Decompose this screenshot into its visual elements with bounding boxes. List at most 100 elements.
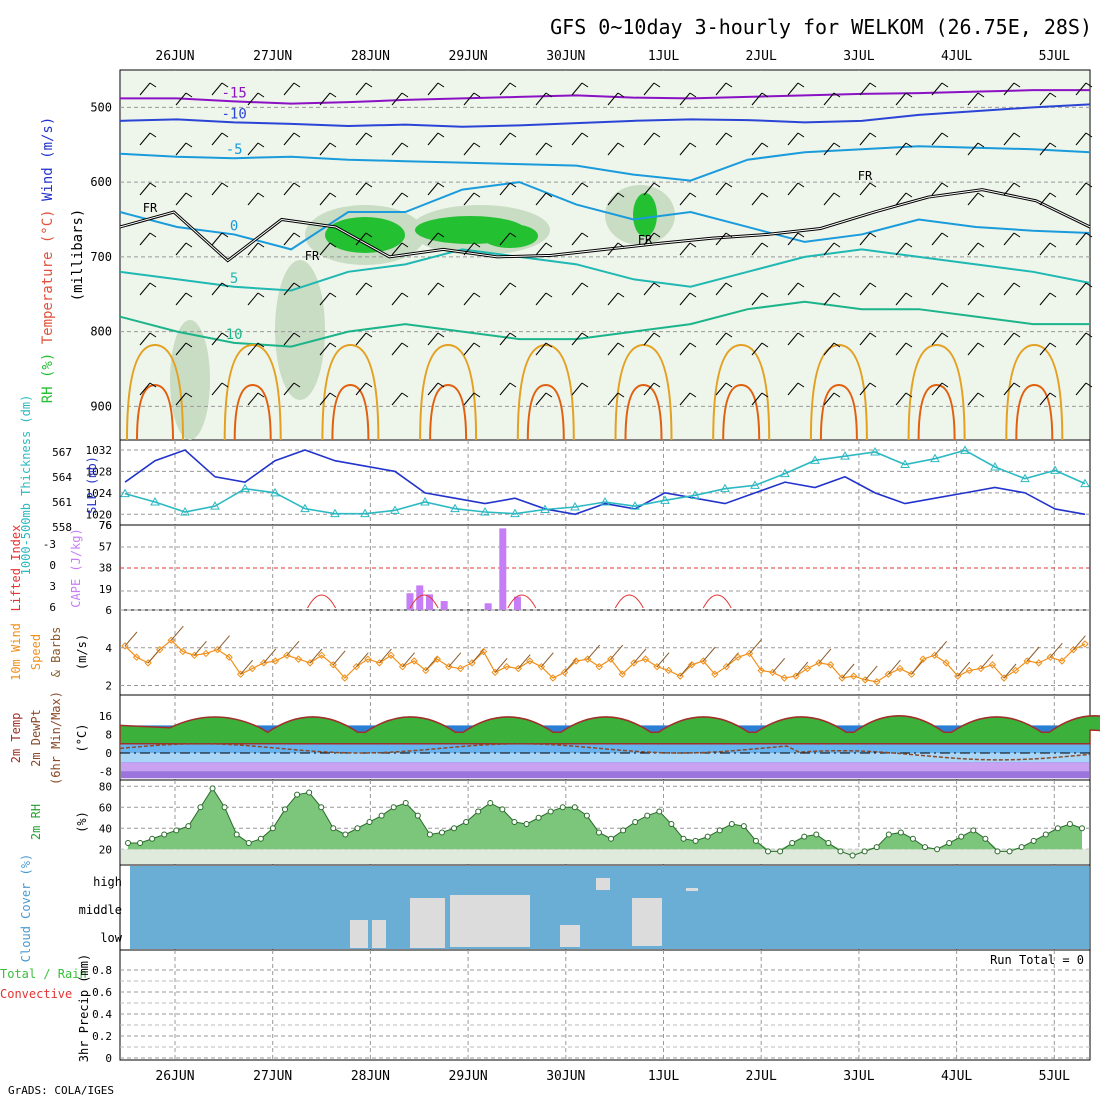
wind-speed-point (1069, 645, 1078, 654)
cloud-block (632, 898, 662, 946)
wind-barb (365, 182, 373, 188)
rh-point (390, 804, 397, 811)
date-label-top: 27JUN (253, 49, 292, 64)
wind-barb (365, 382, 373, 388)
wind-barb (905, 292, 913, 298)
wind-barb (509, 332, 517, 338)
wind-barb (679, 192, 691, 206)
thickness-point (840, 451, 850, 460)
wind-barb (761, 142, 769, 148)
wind-barb-10m (124, 631, 138, 647)
isotherm-warm-loop (712, 343, 771, 441)
wind-barb-10m (263, 648, 277, 664)
wind-speed-point (341, 674, 349, 682)
wind-barb (149, 282, 157, 288)
wind-speed-point (641, 655, 650, 663)
rh-point (438, 829, 445, 836)
wind-speed-point (283, 651, 291, 660)
wind-barb-10m (656, 652, 670, 667)
wind-barb (823, 242, 835, 256)
wind-barb (1085, 132, 1093, 138)
wind-barb (607, 242, 619, 256)
wind-barb (545, 192, 553, 198)
wind-barb-10m (957, 661, 971, 677)
rh-point (463, 818, 470, 825)
wind-barb (175, 192, 187, 206)
rh-point (692, 837, 699, 844)
wind-barb (257, 242, 265, 248)
wind-barb (185, 92, 193, 98)
wind-barb (247, 142, 259, 156)
wind-barb (139, 232, 151, 246)
wind-barb (1049, 342, 1057, 348)
isotherm-label: -10 (221, 106, 246, 122)
wind-barb-10m (587, 644, 601, 660)
wind-barb (175, 142, 187, 156)
wind-barb (1049, 392, 1057, 398)
wind-barb-10m (564, 658, 577, 673)
wind-speed-point (942, 659, 950, 667)
wind-speed-point (202, 649, 210, 658)
wind-barb (427, 82, 439, 96)
isotherm-warm-loop (624, 383, 663, 441)
cloud-block (686, 888, 698, 891)
wind-barb (391, 92, 403, 106)
wind-barb (823, 192, 835, 206)
wind-speed-point (468, 659, 476, 667)
rh-point (221, 804, 228, 811)
date-label-bottom: 3JUL (843, 1069, 874, 1084)
cape-tick-label: 76 (99, 519, 112, 532)
wind-barb (319, 292, 331, 306)
wind-barb (257, 142, 265, 148)
wind-barb (463, 92, 475, 106)
wind-barb (761, 92, 769, 98)
wind-barb (293, 82, 301, 88)
wind-barb (571, 332, 583, 346)
wind-barb (185, 192, 193, 198)
cape-bar (426, 594, 434, 610)
wind-barb (689, 342, 697, 348)
wind-speed-point (213, 645, 222, 654)
wind-barb-10m (286, 641, 300, 656)
wind-barb (571, 182, 583, 196)
wind-barb (653, 132, 661, 138)
wind-barb (715, 232, 727, 246)
wind-barb (283, 182, 295, 196)
wind-barb (437, 382, 445, 388)
rh-point (1030, 837, 1037, 844)
wind-barb-10m (795, 661, 809, 677)
wind-barb (833, 92, 841, 98)
slp-ylabel: SLP (mb) (85, 456, 99, 514)
wind-barb (1003, 382, 1015, 396)
wind-speed-point (630, 659, 638, 667)
thickness-point (1020, 473, 1030, 483)
wind-barb (535, 392, 547, 406)
wind-barb (797, 232, 805, 238)
wind-barb (977, 92, 985, 98)
wind-barb (967, 342, 979, 356)
wind-barb (499, 332, 511, 346)
wind-barb (797, 332, 805, 338)
wind-barb (221, 82, 229, 88)
wind-barb-10m (610, 644, 624, 660)
thickness-tick-label: 564 (52, 471, 72, 484)
wind-barb (571, 232, 583, 246)
thickness-point (960, 445, 970, 454)
wind-barb (175, 292, 187, 306)
wind-barb (725, 132, 733, 138)
pressure-tick-label: 700 (90, 250, 112, 264)
wind-speed-point (757, 666, 765, 675)
wind-barb (391, 242, 403, 256)
wind-barb (869, 232, 877, 238)
wind-barb (725, 332, 733, 338)
wind-barb (355, 132, 367, 146)
cape-bar (406, 593, 414, 610)
date-label-top: 3JUL (843, 49, 874, 64)
wind-barb (401, 342, 409, 348)
isotherm-warm-loop (1005, 343, 1064, 441)
temp-units: (°C) (75, 724, 89, 753)
rh-point (958, 833, 965, 840)
date-label-top: 4JUL (941, 49, 972, 64)
rh-tick-label: 60 (99, 801, 112, 814)
